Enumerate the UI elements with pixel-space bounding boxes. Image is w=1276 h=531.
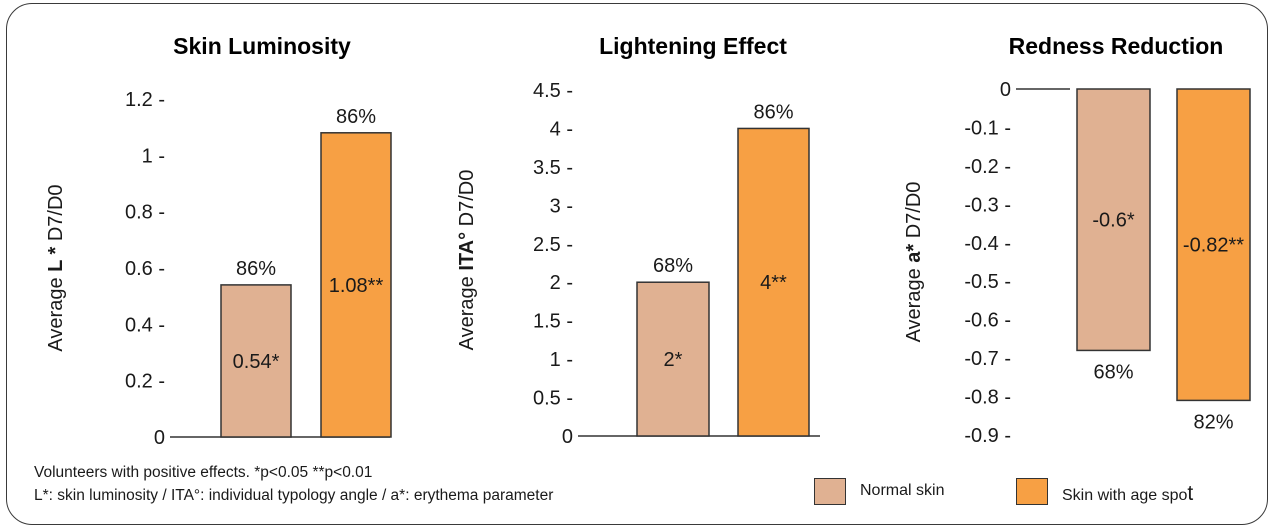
y-tick-label: 0 bbox=[562, 426, 573, 448]
y-tick-label: 0.6 - bbox=[125, 258, 165, 280]
bar-percent-label: 82% bbox=[1193, 411, 1233, 433]
bar-normal bbox=[636, 281, 710, 437]
bar-normal bbox=[220, 284, 292, 438]
bar-age-spot bbox=[1176, 88, 1251, 402]
y-tick-label: 1.2 - bbox=[125, 89, 165, 111]
y-tick-label: 2 - bbox=[550, 272, 573, 294]
bar-value-label: 4** bbox=[760, 272, 787, 294]
y-tick-label: 1 - bbox=[142, 145, 165, 167]
y-axis-label-2: Average ITA° D7/D0 bbox=[456, 170, 478, 351]
legend-swatch-age-spot bbox=[1016, 478, 1048, 505]
y-axis-label-3: Average a* D7/D0 bbox=[903, 182, 925, 343]
y-tick-label: -0.4 - bbox=[964, 233, 1011, 255]
chart-title-1: Skin Luminosity bbox=[173, 33, 351, 59]
chart-title-3: Redness Reduction bbox=[1009, 33, 1224, 59]
footer-definitions: L*: skin luminosity / ITA°: individual t… bbox=[34, 487, 554, 504]
y-tick-label: -0.7 - bbox=[964, 348, 1011, 370]
bar-percent-label: 86% bbox=[236, 258, 276, 280]
y-tick-label: -0.5 - bbox=[964, 271, 1011, 293]
outer-frame bbox=[6, 3, 1268, 525]
y-tick-label: 2.5 - bbox=[533, 234, 573, 256]
y-tick-label: 1 - bbox=[550, 349, 573, 371]
y-tick-label: 0.4 - bbox=[125, 314, 165, 336]
y-tick-label: 0.8 - bbox=[125, 202, 165, 224]
bar-value-label: 2* bbox=[664, 349, 683, 371]
y-tick-label: 0.2 - bbox=[125, 371, 165, 393]
legend-label-age-spot: Skin with age spot bbox=[1062, 482, 1194, 505]
y-tick-label: -0.2 - bbox=[964, 156, 1011, 178]
y-tick-label: -0.1 - bbox=[964, 117, 1011, 139]
y-tick-label: 4.5 - bbox=[533, 80, 573, 102]
charts-svg: Skin Luminosity 0 0.2 - 0.4 - 0.6 - 0.8 - 1 - 1… bbox=[45, 33, 1251, 449]
y-tick-label: 0 bbox=[1000, 79, 1011, 101]
bar-normal bbox=[1076, 88, 1151, 352]
bar-value-label: 1.08** bbox=[329, 275, 384, 297]
y-tick-label: 3.5 - bbox=[533, 157, 573, 179]
legend-label-normal: Normal skin bbox=[860, 482, 945, 499]
bar-value-label: 0.54* bbox=[233, 351, 280, 373]
bar-percent-label: 68% bbox=[653, 255, 693, 277]
y-tick-label: 4 - bbox=[550, 118, 573, 140]
bar-value-label: -0.6* bbox=[1092, 210, 1134, 232]
bar-value-label: -0.82** bbox=[1183, 235, 1244, 257]
chart-title-2: Lightening Effect bbox=[599, 33, 787, 59]
y-tick-label: -0.9 - bbox=[964, 425, 1011, 447]
bar-percent-label: 86% bbox=[336, 106, 376, 128]
y-tick-label: 3 - bbox=[550, 195, 573, 217]
y-tick-label: -0.8 - bbox=[964, 387, 1011, 409]
y-tick-label: -0.6 - bbox=[964, 310, 1011, 332]
y-axis-label-1: Average L * D7/D0 bbox=[45, 184, 67, 351]
y-tick-label: 0.5 - bbox=[533, 388, 573, 410]
bar-percent-label: 68% bbox=[1093, 361, 1133, 383]
bar-age-spot bbox=[737, 127, 810, 437]
y-tick-label: 1.5 - bbox=[533, 311, 573, 333]
y-tick-label: -0.3 - bbox=[964, 194, 1011, 216]
y-tick-label: 0 bbox=[154, 427, 165, 449]
bar-percent-label: 86% bbox=[753, 101, 793, 123]
bar-age-spot bbox=[320, 132, 392, 438]
legend-swatch-normal bbox=[814, 478, 846, 505]
footer-note: Volunteers with positive effects. *p<0.0… bbox=[34, 464, 373, 481]
